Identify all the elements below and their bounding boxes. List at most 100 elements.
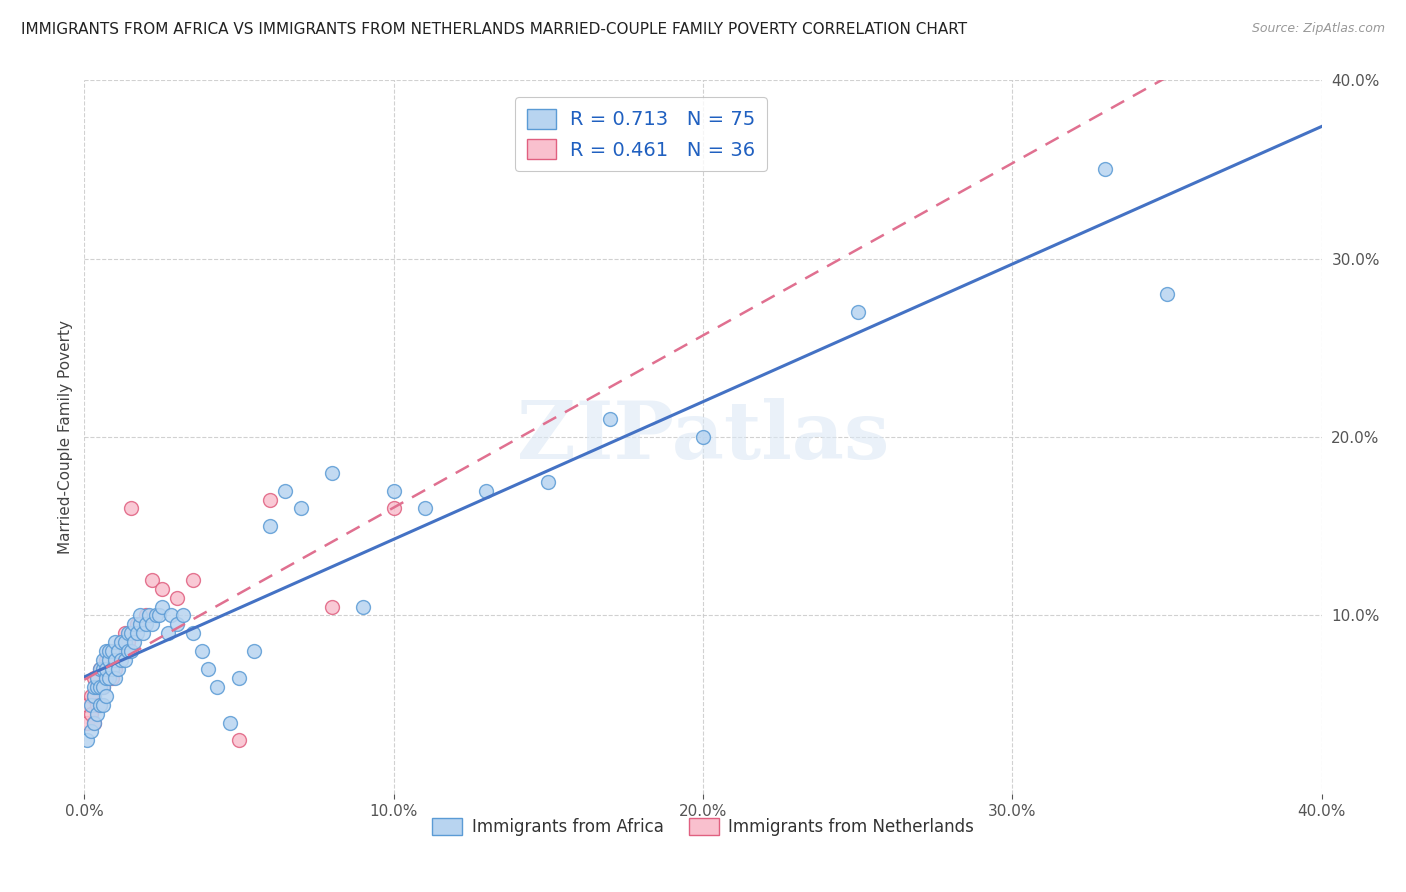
Point bbox=[76, 698, 98, 712]
Point bbox=[91, 698, 114, 712]
Point bbox=[382, 501, 405, 516]
Point bbox=[150, 599, 173, 614]
Point bbox=[191, 644, 214, 658]
Point bbox=[122, 635, 145, 649]
Point bbox=[104, 635, 127, 649]
Point bbox=[94, 662, 117, 676]
Point bbox=[259, 492, 281, 507]
Point bbox=[107, 644, 129, 658]
Point bbox=[846, 305, 869, 319]
Y-axis label: Married-Couple Family Poverty: Married-Couple Family Poverty bbox=[58, 320, 73, 554]
Point bbox=[101, 644, 124, 658]
Point bbox=[98, 644, 121, 658]
Point bbox=[98, 671, 121, 685]
Point bbox=[89, 680, 111, 694]
Point bbox=[125, 626, 148, 640]
Point bbox=[321, 599, 343, 614]
Point bbox=[110, 635, 132, 649]
Point bbox=[79, 689, 101, 703]
Point bbox=[83, 689, 105, 703]
Point bbox=[91, 680, 114, 694]
Point bbox=[86, 680, 108, 694]
Point bbox=[138, 608, 160, 623]
Point bbox=[120, 501, 142, 516]
Point bbox=[197, 662, 219, 676]
Point bbox=[86, 698, 108, 712]
Point bbox=[166, 617, 188, 632]
Point bbox=[274, 483, 297, 498]
Point bbox=[166, 591, 188, 605]
Point bbox=[181, 626, 204, 640]
Point bbox=[86, 671, 108, 685]
Point bbox=[91, 680, 114, 694]
Point bbox=[98, 644, 121, 658]
Point bbox=[94, 671, 117, 685]
Point bbox=[413, 501, 436, 516]
Point bbox=[228, 671, 250, 685]
Point bbox=[91, 662, 114, 676]
Point bbox=[125, 617, 148, 632]
Point bbox=[1094, 162, 1116, 177]
Point bbox=[79, 724, 101, 739]
Point bbox=[104, 671, 127, 685]
Point bbox=[101, 662, 124, 676]
Point bbox=[110, 653, 132, 667]
Point bbox=[114, 626, 136, 640]
Point bbox=[104, 644, 127, 658]
Point bbox=[243, 644, 266, 658]
Point bbox=[86, 706, 108, 721]
Point bbox=[382, 483, 405, 498]
Point bbox=[107, 662, 129, 676]
Text: ZIPatlas: ZIPatlas bbox=[517, 398, 889, 476]
Point bbox=[79, 706, 101, 721]
Text: Source: ZipAtlas.com: Source: ZipAtlas.com bbox=[1251, 22, 1385, 36]
Point bbox=[120, 644, 142, 658]
Point bbox=[101, 671, 124, 685]
Point bbox=[537, 475, 560, 489]
Point bbox=[83, 680, 105, 694]
Point bbox=[98, 653, 121, 667]
Point bbox=[89, 680, 111, 694]
Point bbox=[290, 501, 312, 516]
Point bbox=[89, 662, 111, 676]
Point bbox=[114, 635, 136, 649]
Point bbox=[207, 680, 229, 694]
Point bbox=[172, 608, 194, 623]
Point bbox=[83, 671, 105, 685]
Point bbox=[76, 733, 98, 747]
Point bbox=[76, 715, 98, 730]
Point bbox=[83, 715, 105, 730]
Point bbox=[86, 680, 108, 694]
Point bbox=[94, 689, 117, 703]
Point bbox=[94, 671, 117, 685]
Point bbox=[104, 662, 127, 676]
Point bbox=[141, 573, 163, 587]
Point bbox=[160, 608, 183, 623]
Point bbox=[148, 608, 170, 623]
Point bbox=[135, 608, 157, 623]
Point bbox=[475, 483, 498, 498]
Point bbox=[83, 689, 105, 703]
Point bbox=[114, 653, 136, 667]
Point bbox=[89, 698, 111, 712]
Point bbox=[352, 599, 374, 614]
Point bbox=[1156, 287, 1178, 301]
Point bbox=[129, 617, 152, 632]
Point bbox=[122, 617, 145, 632]
Point bbox=[91, 653, 114, 667]
Point bbox=[150, 582, 173, 596]
Point bbox=[94, 653, 117, 667]
Point bbox=[104, 653, 127, 667]
Point bbox=[107, 644, 129, 658]
Point bbox=[135, 617, 157, 632]
Point bbox=[132, 626, 155, 640]
Point bbox=[181, 573, 204, 587]
Point bbox=[91, 662, 114, 676]
Point bbox=[110, 635, 132, 649]
Point bbox=[156, 626, 179, 640]
Point bbox=[692, 430, 714, 444]
Point bbox=[218, 715, 240, 730]
Point bbox=[94, 644, 117, 658]
Point bbox=[321, 466, 343, 480]
Point bbox=[89, 662, 111, 676]
